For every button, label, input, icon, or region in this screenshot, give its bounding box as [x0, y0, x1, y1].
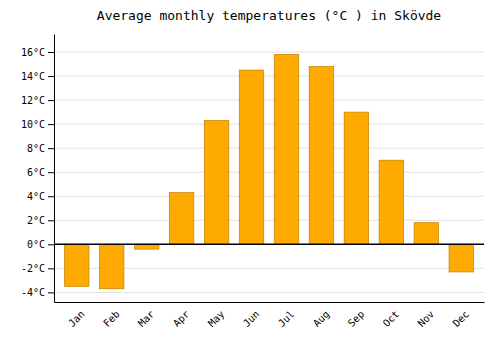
y-tick-label: -2°C: [21, 263, 45, 274]
y-tick: 14°C: [21, 71, 54, 82]
bars: [64, 54, 473, 288]
grid-line: [54, 172, 484, 173]
y-tick-label: 10°C: [21, 119, 45, 130]
grid-line: [54, 76, 484, 77]
y-tick-label: 14°C: [21, 71, 45, 82]
grid-line: [54, 52, 484, 53]
x-axis: Jan Feb Mar Apr May Jun Jul Aug Sep Oct Nov Dec: [55, 303, 485, 329]
bar: [99, 244, 123, 288]
y-tick-label: 12°C: [21, 95, 45, 106]
x-tick-label: Feb: [101, 308, 122, 329]
y-axis-line: [54, 35, 55, 303]
bar: [204, 121, 228, 245]
grid-line: [54, 100, 484, 101]
y-tick: 16°C: [21, 47, 54, 58]
y-tick: -4°C: [21, 287, 54, 298]
x-tick: Sep: [346, 308, 367, 329]
y-tick-mark: [48, 52, 54, 53]
x-tick: Jan: [66, 308, 87, 329]
y-tick-label: 16°C: [21, 47, 45, 58]
bar: [344, 112, 368, 244]
y-tick: 8°C: [27, 143, 54, 154]
zero-line: [54, 244, 484, 246]
x-tick: Apr: [171, 308, 192, 329]
grid-line: [54, 292, 484, 293]
y-tick-mark: [48, 220, 54, 221]
x-tick: Jun: [241, 308, 262, 329]
bar: [379, 160, 403, 244]
y-tick-mark: [48, 196, 54, 197]
x-tick-label: Oct: [381, 308, 402, 329]
bar: [274, 54, 298, 244]
x-tick-label: Aug: [311, 308, 332, 329]
chart: -4°C -2°C 0°C 2°C 4°C 6°C 8°C 10°C 12°C 14°C 16°C J…: [0, 0, 500, 350]
y-tick-label: 8°C: [27, 143, 45, 154]
x-tick-label: Jun: [241, 308, 262, 329]
y-tick-mark: [48, 292, 54, 293]
y-tick-label: 2°C: [27, 215, 45, 226]
bar: [64, 244, 88, 286]
x-tick-label: Mar: [136, 308, 157, 329]
bar: [169, 193, 193, 245]
grid-line: [54, 196, 484, 197]
x-tick: Mar: [136, 308, 157, 329]
x-tick-label: Jul: [276, 308, 297, 329]
x-tick: May: [206, 308, 227, 329]
title: Average monthly temperatures (°C ) in Sk…: [97, 8, 442, 23]
y-tick: 0°C: [27, 239, 54, 250]
y-tick-label: 6°C: [27, 167, 45, 178]
x-tick: Feb: [101, 308, 122, 329]
y-tick-mark: [48, 100, 54, 101]
grid-line: [54, 220, 484, 221]
x-tick: Aug: [311, 308, 332, 329]
grid-line: [54, 244, 484, 245]
y-tick: 4°C: [27, 191, 54, 202]
x-tick-label: Nov: [416, 308, 437, 329]
y-tick: 10°C: [21, 119, 54, 130]
x-tick-label: Jan: [66, 308, 87, 329]
x-tick: Jul: [276, 308, 297, 329]
y-tick-mark: [48, 172, 54, 173]
x-tick-label: Sep: [346, 308, 367, 329]
grid: [54, 52, 484, 292]
y-tick: 6°C: [27, 167, 54, 178]
x-tick: Dec: [451, 308, 472, 329]
x-tick: Nov: [416, 308, 437, 329]
y-tick: 12°C: [21, 95, 54, 106]
x-axis-line: [55, 302, 485, 303]
bar: [449, 244, 473, 272]
grid-line: [54, 148, 484, 149]
y-tick-mark: [48, 124, 54, 125]
y-tick-mark: [48, 244, 54, 245]
x-tick-label: Apr: [171, 308, 192, 329]
x-tick: Oct: [381, 308, 402, 329]
x-tick-label: May: [206, 308, 227, 329]
y-axis: -4°C -2°C 0°C 2°C 4°C 6°C 8°C 10°C 12°C 14°C 16°C: [21, 35, 55, 303]
plot: -4°C -2°C 0°C 2°C 4°C 6°C 8°C 10°C 12°C 14°C 16°C J…: [21, 35, 485, 329]
y-tick-label: 0°C: [27, 239, 45, 250]
y-tick: -2°C: [21, 263, 54, 274]
bar: [309, 66, 333, 244]
x-tick-label: Dec: [451, 308, 472, 329]
y-tick-mark: [48, 148, 54, 149]
bar: [414, 223, 438, 245]
y-tick: 2°C: [27, 215, 54, 226]
grid-line: [54, 124, 484, 125]
y-tick-mark: [48, 268, 54, 269]
bar: [239, 70, 263, 244]
y-tick-label: 4°C: [27, 191, 45, 202]
y-tick-label: -4°C: [21, 287, 45, 298]
y-tick-mark: [48, 76, 54, 77]
